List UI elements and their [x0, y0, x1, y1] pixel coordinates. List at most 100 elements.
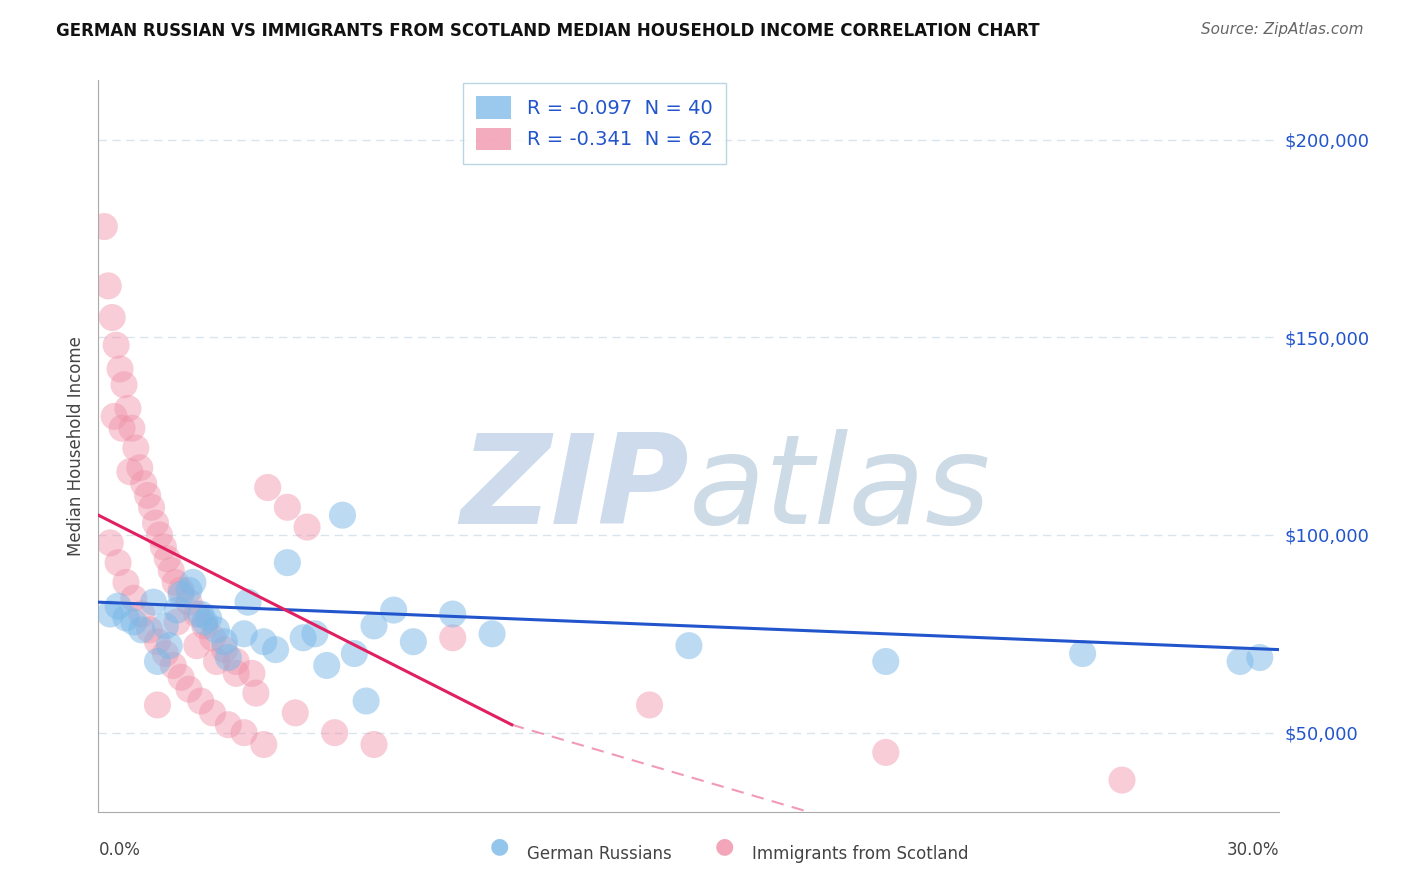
Point — [115, 575, 138, 590]
Point — [194, 615, 217, 629]
Point — [162, 658, 184, 673]
Point — [402, 634, 425, 648]
Point — [205, 623, 228, 637]
Text: ●: ● — [489, 837, 509, 856]
Point — [136, 488, 159, 502]
Point — [233, 627, 256, 641]
Point — [253, 738, 276, 752]
Point — [117, 401, 139, 416]
Point — [197, 611, 219, 625]
Point — [93, 219, 115, 234]
Point — [233, 725, 256, 739]
Text: GERMAN RUSSIAN VS IMMIGRANTS FROM SCOTLAND MEDIAN HOUSEHOLD INCOME CORRELATION C: GERMAN RUSSIAN VS IMMIGRANTS FROM SCOTLA… — [56, 22, 1040, 40]
Point — [1229, 655, 1251, 669]
Point — [276, 500, 298, 515]
Point — [141, 500, 163, 515]
Point — [190, 694, 212, 708]
Point — [292, 631, 315, 645]
Point — [678, 639, 700, 653]
Point — [217, 650, 239, 665]
Point — [284, 706, 307, 720]
Point — [240, 666, 263, 681]
Point — [108, 362, 131, 376]
Point — [332, 508, 354, 523]
Point — [112, 377, 135, 392]
Point — [118, 465, 141, 479]
Point — [138, 623, 160, 637]
Point — [253, 634, 276, 648]
Text: 0.0%: 0.0% — [98, 841, 141, 859]
Point — [177, 583, 200, 598]
Point — [165, 575, 187, 590]
Point — [170, 670, 193, 684]
Point — [186, 639, 208, 653]
Point — [107, 556, 129, 570]
Point — [304, 627, 326, 641]
Point — [190, 607, 212, 621]
Point — [205, 655, 228, 669]
Point — [166, 603, 188, 617]
Point — [481, 627, 503, 641]
Point — [125, 441, 148, 455]
Point — [146, 634, 169, 648]
Point — [115, 611, 138, 625]
Point — [875, 655, 897, 669]
Y-axis label: Median Household Income: Median Household Income — [66, 336, 84, 556]
Point — [146, 655, 169, 669]
Point — [236, 595, 259, 609]
Point — [441, 607, 464, 621]
Point — [201, 706, 224, 720]
Point — [363, 619, 385, 633]
Point — [121, 421, 143, 435]
Point — [354, 694, 377, 708]
Point — [152, 540, 174, 554]
Point — [98, 536, 121, 550]
Point — [97, 278, 120, 293]
Point — [214, 642, 236, 657]
Point — [122, 615, 145, 629]
Point — [146, 698, 169, 712]
Point — [132, 476, 155, 491]
Point — [103, 409, 125, 424]
Point — [101, 310, 124, 325]
Point — [177, 595, 200, 609]
Text: Source: ZipAtlas.com: Source: ZipAtlas.com — [1201, 22, 1364, 37]
Point — [382, 603, 405, 617]
Point — [131, 607, 153, 621]
Point — [122, 591, 145, 606]
Point — [98, 607, 121, 621]
Point — [142, 595, 165, 609]
Point — [1071, 647, 1094, 661]
Point — [1111, 773, 1133, 788]
Point — [245, 686, 267, 700]
Point — [186, 607, 208, 621]
Point — [166, 615, 188, 629]
Point — [111, 421, 134, 435]
Point — [295, 520, 318, 534]
Point — [128, 460, 150, 475]
Point — [105, 338, 128, 352]
Point — [1249, 650, 1271, 665]
Point — [256, 481, 278, 495]
Text: atlas: atlas — [689, 429, 991, 550]
Point — [363, 738, 385, 752]
Point — [343, 647, 366, 661]
Point — [194, 619, 217, 633]
Point — [264, 642, 287, 657]
Point — [181, 575, 204, 590]
Point — [155, 619, 177, 633]
Text: ●: ● — [714, 837, 734, 856]
Point — [217, 717, 239, 731]
Point — [170, 587, 193, 601]
Text: Immigrants from Scotland: Immigrants from Scotland — [752, 845, 969, 863]
Point — [160, 564, 183, 578]
Point — [225, 655, 247, 669]
Point — [170, 583, 193, 598]
Point — [225, 666, 247, 681]
Point — [214, 634, 236, 648]
Text: German Russians: German Russians — [527, 845, 672, 863]
Point — [157, 639, 180, 653]
Point — [156, 551, 179, 566]
Point — [441, 631, 464, 645]
Point — [201, 631, 224, 645]
